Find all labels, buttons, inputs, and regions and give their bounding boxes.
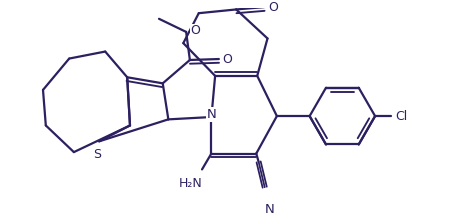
Text: S: S: [93, 148, 101, 161]
Text: N: N: [265, 203, 275, 216]
Text: O: O: [191, 25, 200, 38]
Text: O: O: [222, 53, 232, 66]
Text: H₂N: H₂N: [178, 177, 202, 190]
Text: N: N: [206, 108, 216, 121]
Text: Cl: Cl: [395, 110, 408, 123]
Text: O: O: [269, 1, 279, 14]
